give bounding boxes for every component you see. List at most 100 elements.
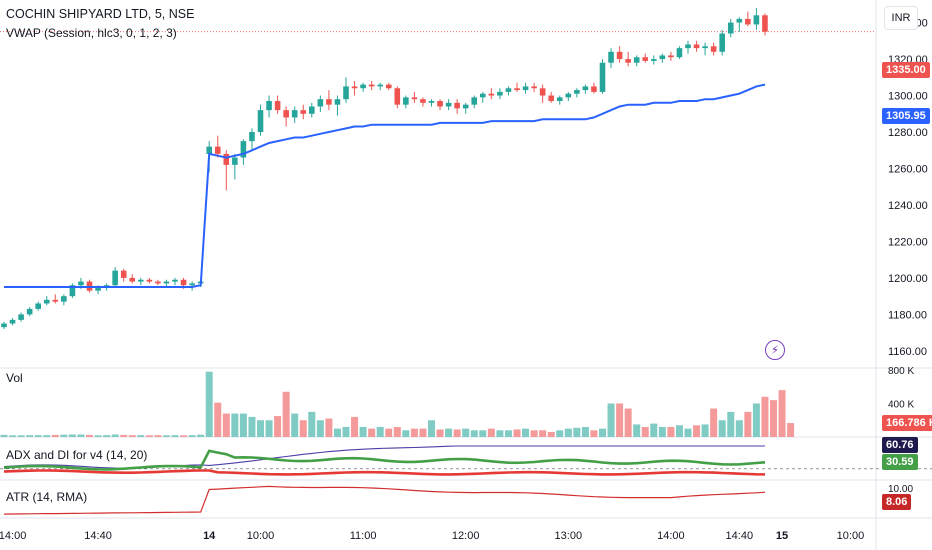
- candle-body: [702, 46, 708, 49]
- volume-bar: [787, 423, 795, 437]
- x-tick-label: 14:40: [84, 530, 112, 542]
- volume-bar: [316, 420, 324, 437]
- volume-bar: [675, 425, 683, 437]
- volume-bar: [231, 413, 239, 437]
- volume-bar: [573, 427, 581, 437]
- volume-bar: [410, 428, 418, 437]
- volume-bar: [428, 420, 435, 437]
- candle-body: [608, 51, 614, 63]
- candle-body: [616, 51, 623, 60]
- candle-body: [120, 270, 127, 278]
- y-tick-label: 1180.00: [888, 309, 927, 321]
- symbol-title[interactable]: COCHIN SHIPYARD LTD, 5, NSE: [6, 7, 195, 21]
- candle-body: [565, 93, 572, 98]
- candle-body: [43, 299, 50, 304]
- atr-tick-label: 10.00: [888, 484, 913, 495]
- candle-body: [52, 299, 59, 302]
- volume-bar: [86, 434, 93, 437]
- candle-body: [78, 281, 84, 286]
- volume-bar: [120, 434, 128, 437]
- volume-bar: [419, 428, 427, 437]
- atr-pane[interactable]: [3, 485, 766, 515]
- volume-bar: [599, 428, 606, 437]
- volume-bar: [624, 408, 632, 437]
- candle-body: [95, 287, 101, 291]
- volume-bar: [607, 403, 615, 437]
- volume-bar: [0, 434, 8, 437]
- candle-body: [35, 303, 41, 309]
- adx-pane[interactable]: [0, 445, 932, 476]
- volume-bar: [180, 435, 188, 437]
- vwap-line: [4, 83, 766, 288]
- volume-bar: [26, 435, 34, 437]
- candle-body: [385, 84, 392, 89]
- candle-body: [668, 55, 674, 58]
- candle-body: [676, 48, 683, 58]
- candle-body: [582, 86, 589, 91]
- x-tick-label: 14:00: [657, 530, 685, 542]
- volume-bar: [239, 413, 247, 437]
- volume-bar: [470, 430, 478, 437]
- volume-bar: [154, 435, 162, 437]
- volume-bar: [368, 428, 376, 437]
- y-tick-label: 1220.00: [888, 236, 928, 248]
- price-pane[interactable]: [1, 8, 768, 329]
- x-tick-label: 13:00: [555, 530, 583, 542]
- volume-bar: [752, 403, 760, 437]
- candle-body: [138, 279, 144, 282]
- volume-bar: [487, 428, 495, 437]
- candle-body: [445, 102, 452, 107]
- volume-bar: [43, 435, 51, 437]
- volume-bar: [308, 411, 316, 437]
- volume-bar: [462, 428, 470, 437]
- volume-bar: [744, 411, 752, 437]
- volume-bar: [633, 424, 641, 437]
- candle-body: [240, 141, 247, 158]
- x-tick-label: 10:00: [837, 530, 865, 542]
- candle-body: [685, 44, 691, 49]
- candle-body: [69, 285, 76, 297]
- volume-bar: [616, 403, 624, 437]
- volume-bar: [77, 434, 85, 437]
- adx-label[interactable]: ADX and DI for v4 (14, 20): [6, 448, 148, 462]
- candle-body: [232, 157, 238, 165]
- y-tick-label: 1160.00: [888, 346, 927, 358]
- volume-bar: [274, 416, 282, 437]
- axes: 1160.00 1180.00 1200.00 1220.00 1240.00 1260.…: [0, 18, 928, 542]
- volume-bar: [581, 426, 589, 437]
- atr-label[interactable]: ATR (14, RMA): [6, 490, 88, 504]
- candle-body: [574, 90, 580, 94]
- volume-bar: [94, 435, 102, 437]
- candle-body: [274, 101, 281, 111]
- volume-bar: [735, 420, 743, 437]
- candle-body: [437, 101, 443, 107]
- volume-label[interactable]: Vol: [6, 371, 23, 385]
- volume-tick-label: 800 K: [888, 366, 914, 377]
- vwap-indicator-label[interactable]: VWAP (Session, hlc3, 0, 1, 2, 3): [6, 26, 177, 40]
- lightning-icon[interactable]: ⚡︎: [765, 340, 785, 360]
- volume-pane[interactable]: [0, 371, 795, 437]
- volume-bar: [479, 430, 487, 437]
- volume-bar: [650, 423, 658, 437]
- candle-body: [762, 15, 768, 32]
- candle-body: [625, 59, 631, 63]
- volume-bar: [710, 408, 718, 437]
- volume-bar: [257, 420, 264, 437]
- volume-bar: [556, 430, 564, 437]
- volume-bar: [701, 424, 709, 437]
- candle-body: [633, 57, 640, 63]
- volume-bar: [693, 425, 701, 437]
- candle-body: [360, 84, 366, 89]
- candle-body: [693, 44, 700, 49]
- volume-bar: [128, 435, 136, 437]
- candle-body: [26, 308, 33, 315]
- x-tick-label: 14:00: [0, 530, 26, 542]
- currency-button[interactable]: INR: [884, 6, 918, 30]
- volume-bar: [547, 431, 555, 437]
- candle-body: [403, 97, 409, 105]
- volume-bar: [137, 435, 145, 437]
- volume-bar: [333, 428, 341, 437]
- volume-tick-label: 400 K: [888, 400, 914, 411]
- volume-bar: [222, 413, 230, 437]
